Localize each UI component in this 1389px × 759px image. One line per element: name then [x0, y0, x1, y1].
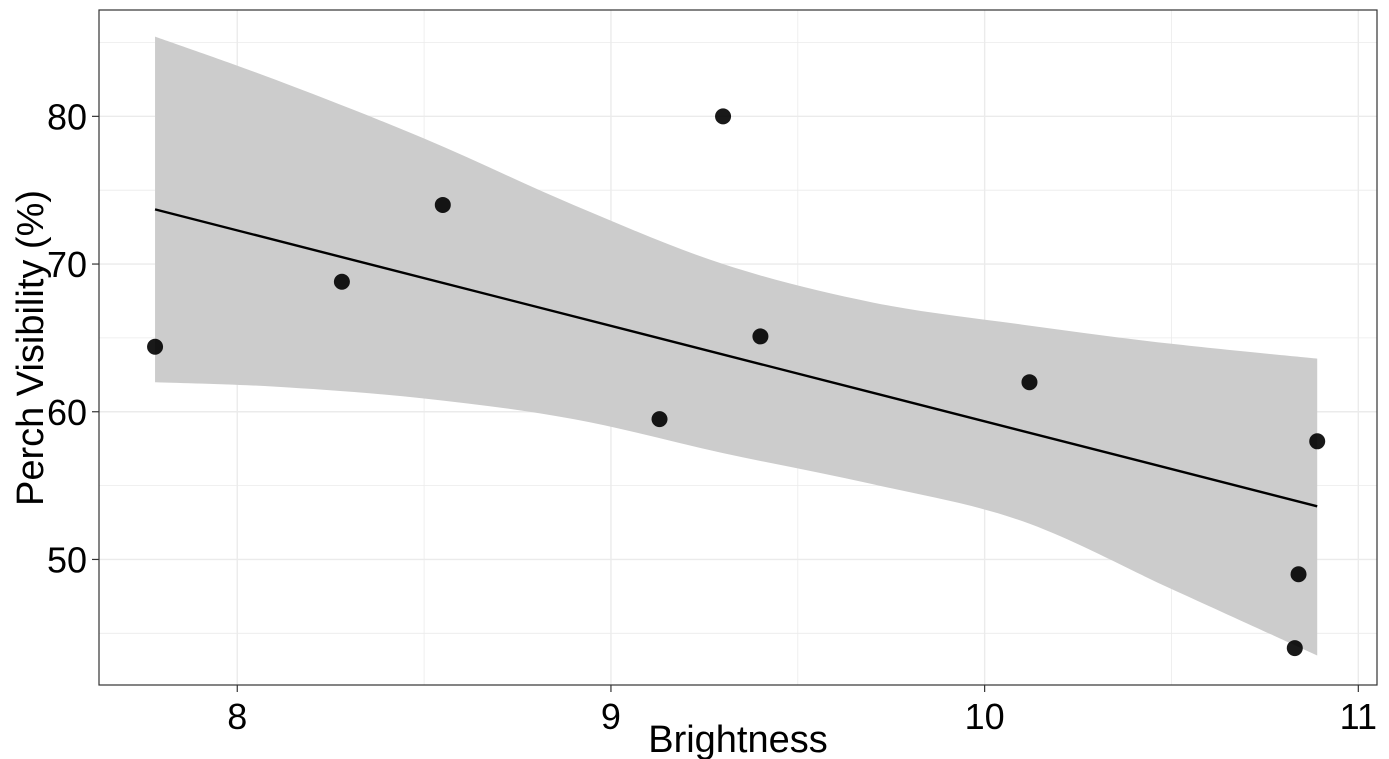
y-tick-label: 50 — [47, 539, 87, 580]
data-point — [1021, 374, 1038, 391]
y-axis-ticks: 50 60 70 80 — [47, 96, 99, 580]
data-point — [333, 273, 350, 290]
x-tick-label: 8 — [227, 696, 247, 737]
data-point — [1286, 640, 1303, 657]
x-axis-title: Brightness — [648, 719, 828, 759]
panel-border — [98, 9, 1378, 686]
x-axis-ticks: 8 9 10 11 — [227, 685, 1377, 737]
y-tick-label: 80 — [47, 96, 87, 137]
trend-line — [154, 208, 1318, 508]
y-axis-title: Perch Visibility (%) — [10, 190, 52, 506]
data-point — [1309, 433, 1326, 450]
data-point — [715, 108, 732, 125]
data-point — [1290, 566, 1307, 583]
x-tick-label: 10 — [965, 696, 1005, 737]
y-tick-label: 60 — [47, 392, 87, 433]
data-point — [434, 196, 451, 213]
x-tick-label: 9 — [601, 696, 621, 737]
x-tick-label: 11 — [1340, 696, 1377, 737]
confidence-band — [155, 36, 1318, 656]
y-tick-label: 70 — [47, 244, 87, 285]
data-point — [752, 328, 769, 345]
data-points — [147, 108, 1326, 657]
data-point — [147, 338, 164, 355]
data-point — [651, 411, 668, 428]
